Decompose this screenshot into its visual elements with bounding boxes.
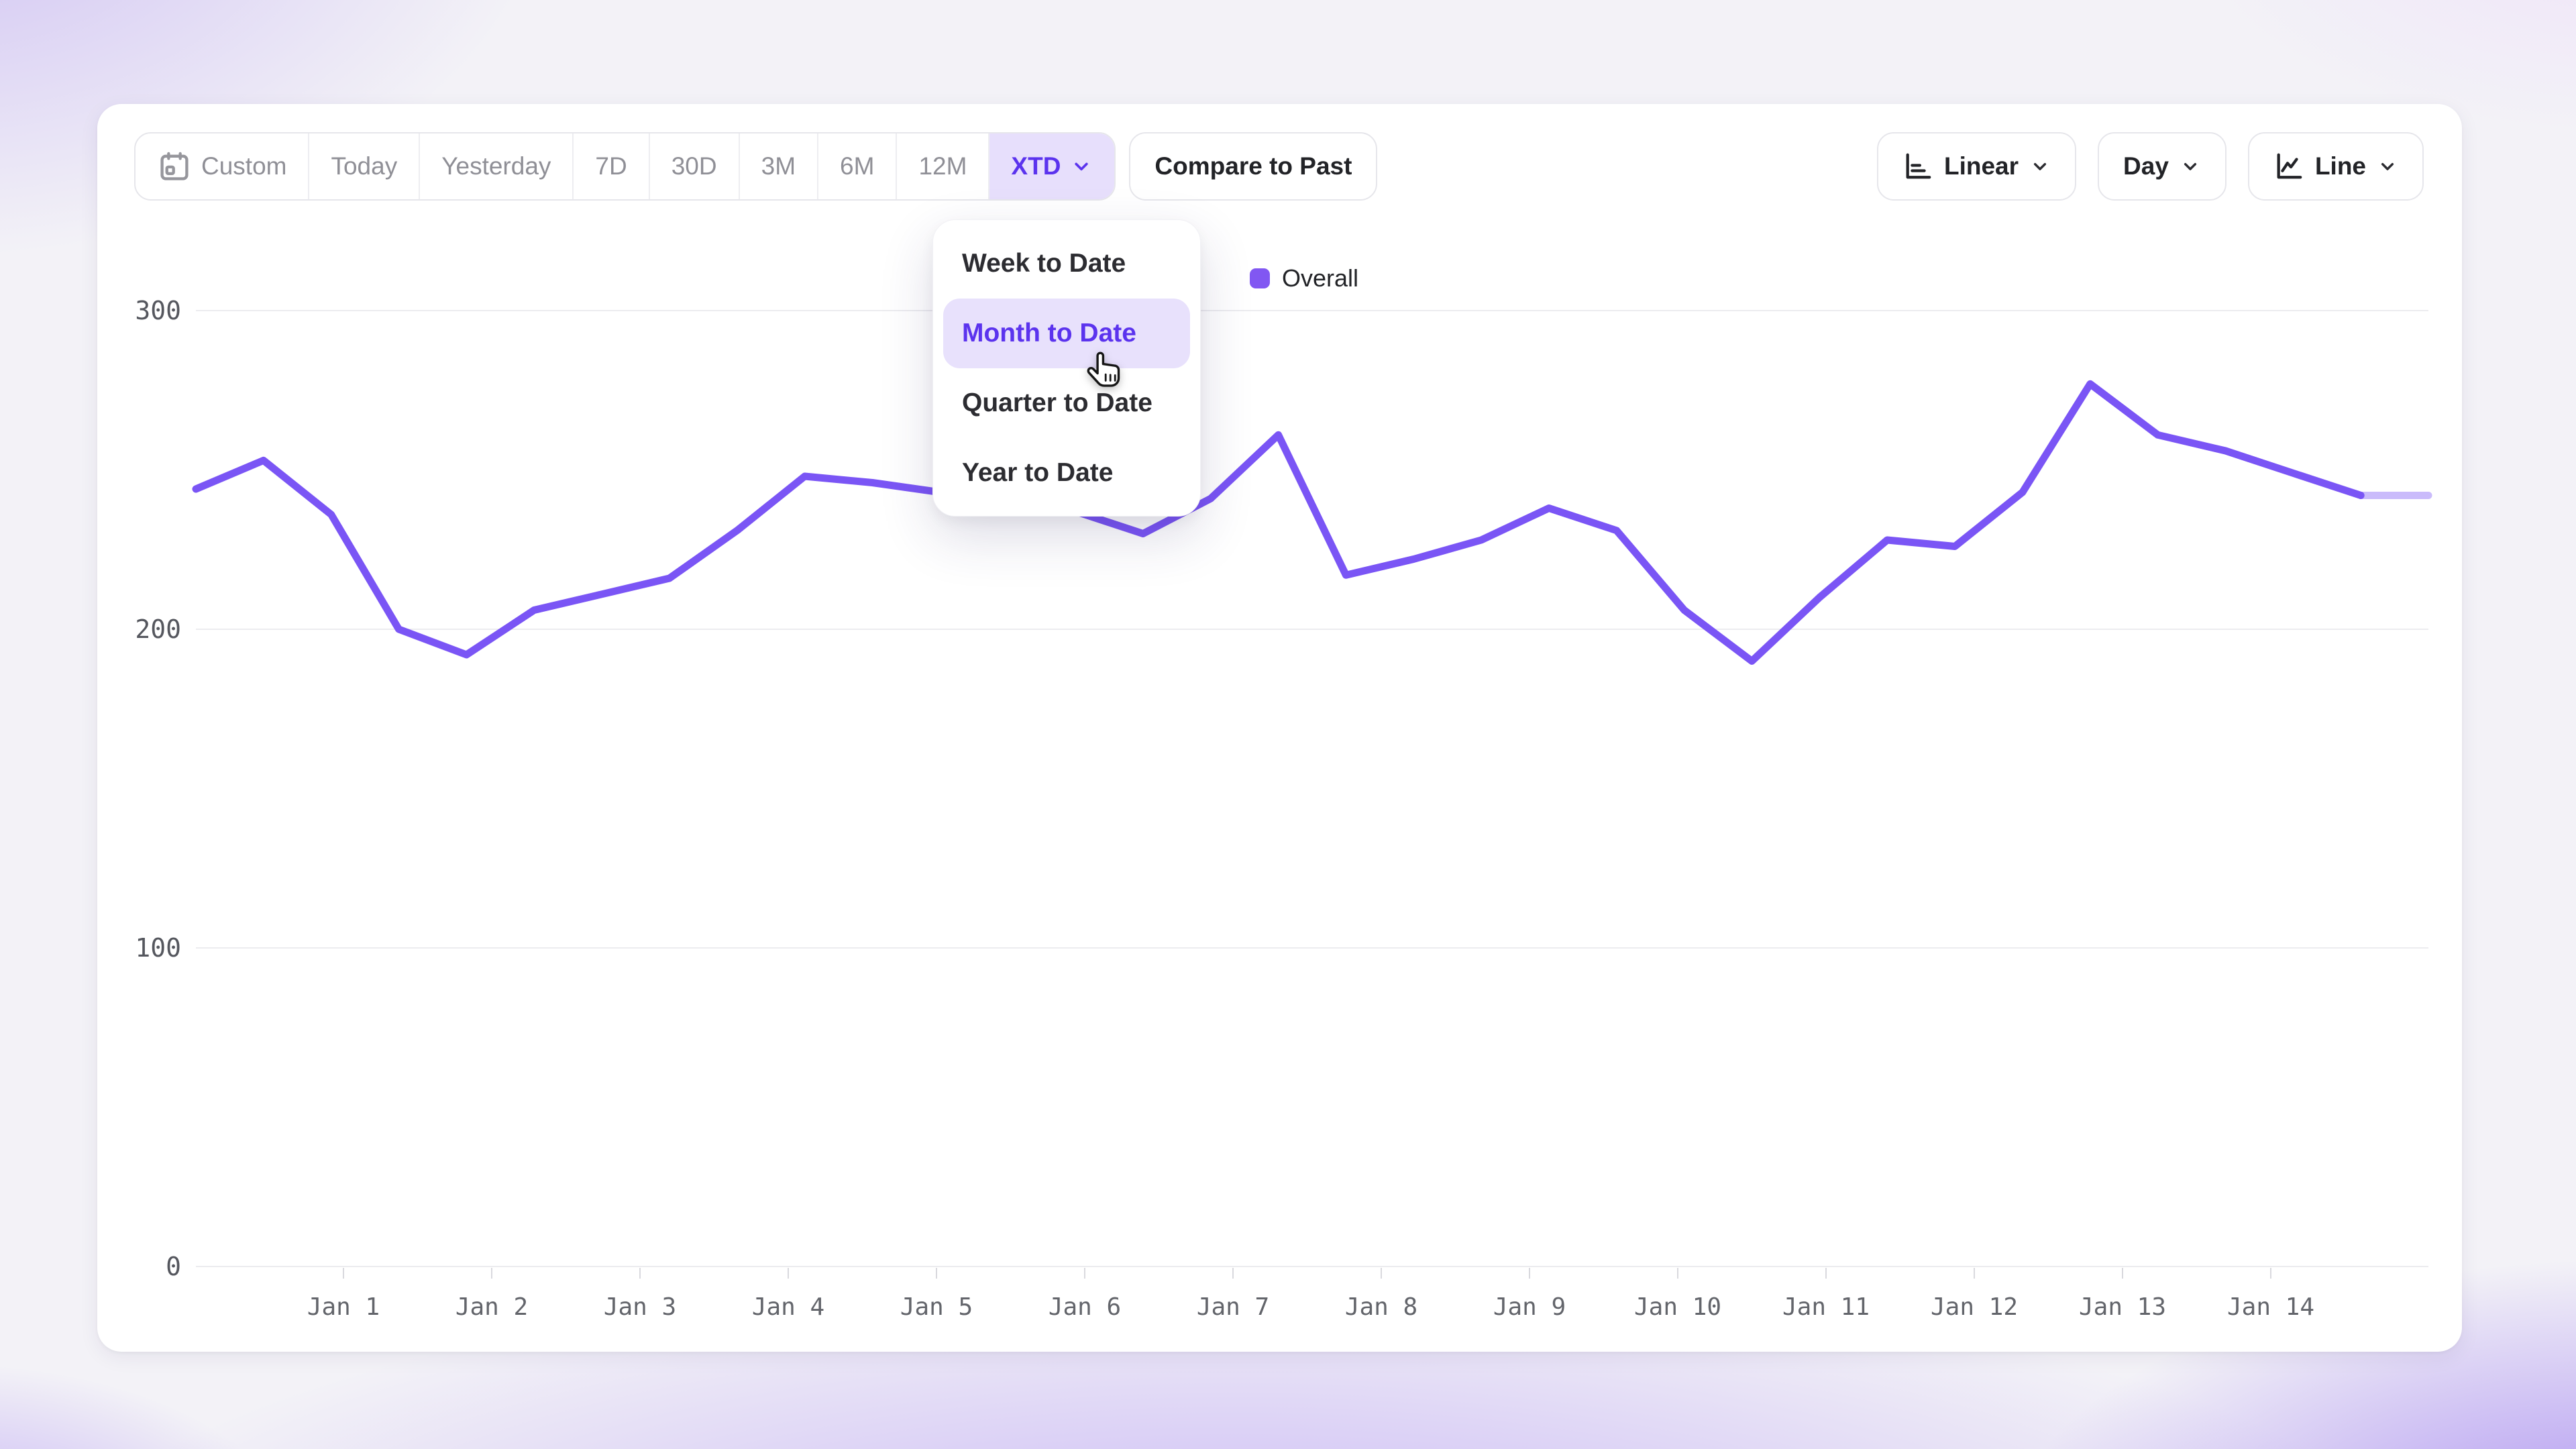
y-axis-label: 100 xyxy=(135,933,181,963)
legend-label: Overall xyxy=(1281,264,1359,292)
range-30d-button[interactable]: 30D xyxy=(650,133,740,199)
series-line-overall xyxy=(192,380,2365,665)
granularity-select-button[interactable]: Day xyxy=(2098,132,2226,201)
range-7d-button[interactable]: 7D xyxy=(574,133,650,199)
x-axis-label: Jan 14 xyxy=(2227,1293,2314,1321)
x-axis-label: Jan 6 xyxy=(1049,1293,1121,1321)
menu-item-week-to-date[interactable]: Week to Date xyxy=(962,249,1126,278)
y-axis-label: 300 xyxy=(135,296,181,325)
chevron-down-icon xyxy=(2029,156,2051,177)
range-today-button[interactable]: Today xyxy=(309,133,421,199)
range-xtd-button[interactable]: XTD xyxy=(989,133,1115,199)
line-chart: 0 100 200 300 Jan 1 Jan 2 Jan 3 Jan 4 Jan 5 Jan 6… xyxy=(135,296,2432,1321)
date-range-segmented-control: Custom Today Yesterday 7D 30D 3M 6M 12M … xyxy=(134,132,1116,201)
y-axis-label: 0 xyxy=(166,1252,181,1281)
range-6m-button[interactable]: 6M xyxy=(818,133,898,199)
legend: Overall xyxy=(1249,264,1359,292)
range-yesterday-button[interactable]: Yesterday xyxy=(420,133,574,199)
menu-item-month-to-date[interactable]: Month to Date xyxy=(943,299,1190,368)
compare-to-past-button[interactable]: Compare to Past xyxy=(1129,132,1378,201)
y-axis-label: 200 xyxy=(135,614,181,644)
x-axis-label: Jan 1 xyxy=(307,1293,380,1321)
x-axis-label: Jan 5 xyxy=(900,1293,973,1321)
x-axis-label: Jan 3 xyxy=(604,1293,676,1321)
line-chart-icon xyxy=(2273,151,2304,182)
mouse-cursor-pointer xyxy=(1083,350,1126,398)
calendar-icon xyxy=(157,149,192,184)
toolbar: Custom Today Yesterday 7D 30D 3M 6M 12M … xyxy=(134,132,2424,201)
date-range-dropdown-menu: Week to Date Month to Date Quarter to Da… xyxy=(932,219,1201,517)
x-axis-label: Jan 8 xyxy=(1345,1293,1417,1321)
range-12m-button[interactable]: 12M xyxy=(897,133,990,199)
x-axis-label: Jan 11 xyxy=(1782,1293,1870,1321)
chart-type-select-button[interactable]: Line xyxy=(2247,132,2424,201)
axis-icon xyxy=(1902,151,1933,182)
range-label: Custom xyxy=(201,152,287,180)
menu-item-quarter-to-date[interactable]: Quarter to Date xyxy=(962,388,1152,417)
chart-card: 0 100 200 300 Jan 1 Jan 2 Jan 3 Jan 4 Jan 5 Jan 6… xyxy=(97,104,2462,1352)
x-axis-label: Jan 7 xyxy=(1197,1293,1269,1321)
chevron-down-icon xyxy=(1070,155,1093,178)
range-custom-button[interactable]: Custom xyxy=(136,133,310,199)
x-axis-label: Jan 10 xyxy=(1634,1293,1721,1321)
x-axis-label: Jan 9 xyxy=(1493,1293,1566,1321)
chevron-down-icon xyxy=(2377,156,2398,177)
legend-swatch xyxy=(1249,268,1270,288)
x-axis-label: Jan 4 xyxy=(752,1293,824,1321)
x-axis-label: Jan 2 xyxy=(455,1293,528,1321)
scale-select-button[interactable]: Linear xyxy=(1877,132,2077,201)
x-axis-label: Jan 13 xyxy=(2079,1293,2166,1321)
chart-options-group: Linear Day Line xyxy=(1877,132,2424,201)
range-3m-button[interactable]: 3M xyxy=(740,133,819,199)
x-axis-label: Jan 12 xyxy=(1931,1293,2018,1321)
chevron-down-icon xyxy=(2180,156,2201,177)
menu-item-year-to-date[interactable]: Year to Date xyxy=(962,458,1114,487)
